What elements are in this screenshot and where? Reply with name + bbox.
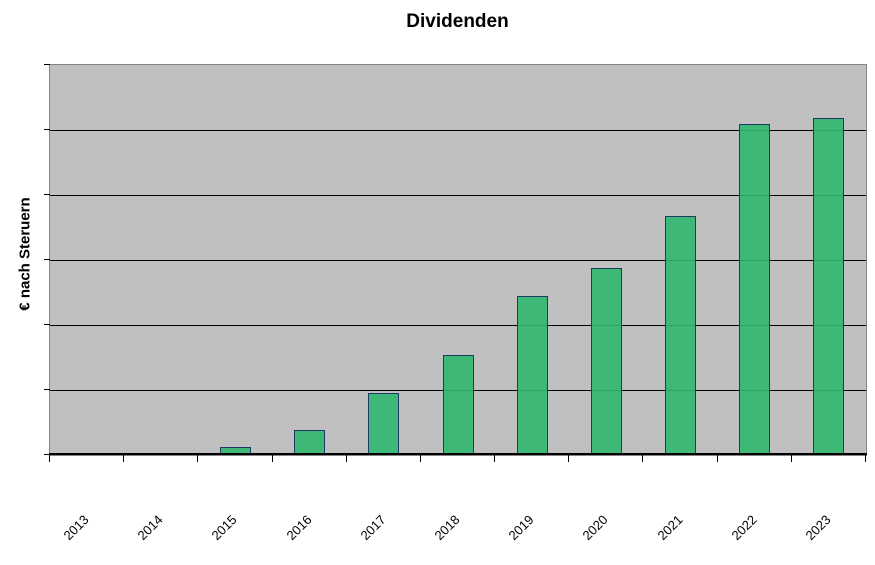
x-axis-tick [790,455,792,462]
bar-2019 [516,295,548,455]
gridline [50,194,866,196]
x-axis-tick [568,455,570,462]
x-axis-label-2021: 2021 [654,512,686,544]
x-axis-tick [642,455,644,462]
y-axis-tick [44,389,50,390]
x-axis-tick [345,455,347,462]
bar-2018 [442,354,474,455]
y-axis-tick [44,259,50,260]
x-axis-tick [865,455,866,462]
gridline [50,324,866,326]
y-axis-tick [44,454,50,455]
x-axis-label-2015: 2015 [209,512,241,544]
x-axis-label-2023: 2023 [802,512,834,544]
x-axis-label-2017: 2017 [357,512,389,544]
x-axis-tick [716,455,718,462]
y-axis-tick [44,194,50,195]
x-axis-label-2016: 2016 [283,512,315,544]
x-axis-tick [197,455,199,462]
x-axis-tick [123,455,125,462]
x-axis-label-2020: 2020 [579,512,611,544]
y-axis-tick [44,64,50,65]
x-axis-tick [419,455,421,462]
y-axis-title: € nach Steruern [16,197,34,311]
x-axis-label-2019: 2019 [505,512,537,544]
plot-area [49,64,867,456]
x-axis-label-2018: 2018 [431,512,463,544]
x-axis-line [49,453,867,455]
gridline [50,129,866,131]
x-axis-label-2022: 2022 [728,512,760,544]
bar-2023 [813,117,845,455]
x-axis-label-2014: 2014 [134,512,166,544]
x-axis-tick [494,455,496,462]
bar-2016 [294,430,326,455]
gridline [50,259,866,261]
y-axis-tick [44,129,50,130]
chart-title: Dividenden [406,11,509,32]
bar-2021 [665,216,697,455]
bar-2022 [739,123,771,455]
bar-2017 [368,393,400,455]
x-axis-tick [271,455,273,462]
x-axis-tick [49,455,50,462]
bar-2020 [590,267,622,455]
x-axis-label-2013: 2013 [60,512,92,544]
y-axis-tick [44,324,50,325]
